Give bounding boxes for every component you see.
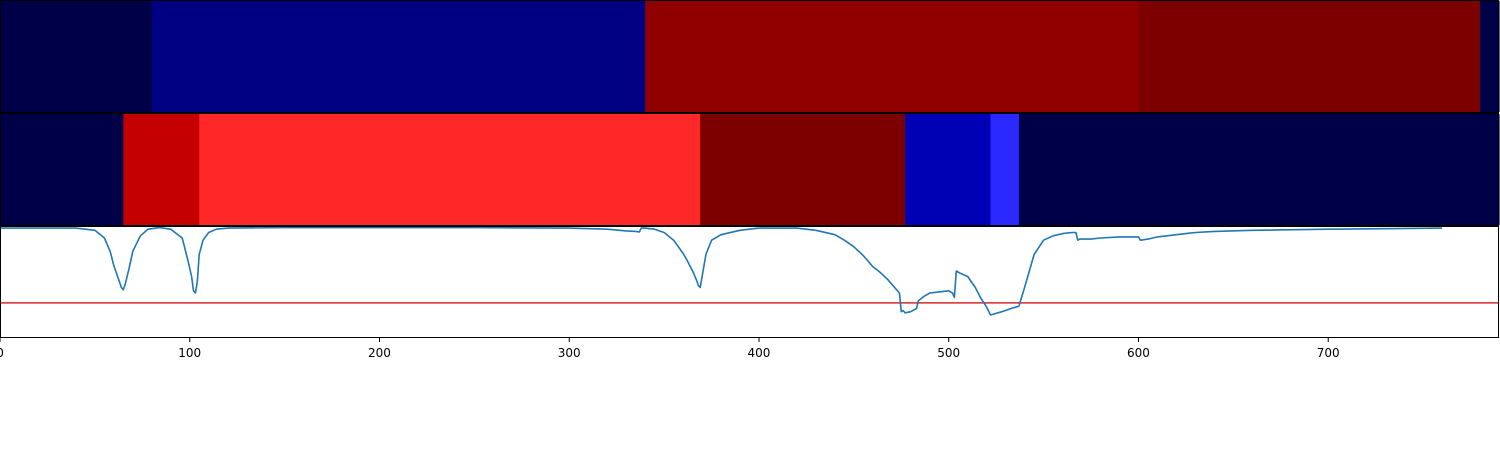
heatmap-row-1: [0, 1, 1500, 112]
x-axis: 0 100 200 300 400 500 600 700: [0, 338, 1340, 360]
line-panel-background: [0, 226, 1499, 338]
heatmap-row-1-segment-4: [1138, 1, 1481, 112]
heatmap-row-2-segment-4: [700, 114, 906, 225]
heatmap-row-2-segment-3: [199, 114, 701, 225]
x-tick-label-400: 400: [748, 346, 771, 360]
x-tick-label-200: 200: [368, 346, 391, 360]
x-tick-label-100: 100: [178, 346, 201, 360]
heatmap-row-2-frame: [0, 113, 1499, 226]
heatmap-row-2-segment-1: [0, 114, 124, 225]
heatmap-row-1-frame: [0, 0, 1499, 113]
x-tick-label-0: 0: [0, 346, 4, 360]
heatmap-row-1-segment-2: [151, 1, 646, 112]
series-line: [0, 226, 1443, 316]
line-panel: [0, 226, 1499, 338]
heatmap-row-2-segment-5: [905, 114, 992, 225]
heatmap-row-1-segment-3: [645, 1, 1140, 112]
heatmap-row-2-segment-2: [123, 114, 200, 225]
heatmap-row-2-segment-7: [1018, 114, 1500, 225]
heatmap-row-1-segment-1: [0, 1, 153, 112]
x-tick-label-500: 500: [937, 346, 960, 360]
x-tick-label-700: 700: [1317, 346, 1340, 360]
panel-frames: [0, 0, 1499, 338]
x-tick-label-600: 600: [1127, 346, 1150, 360]
heatmap-row-2-segment-6: [990, 114, 1020, 225]
line-panel-frame: [0, 226, 1499, 338]
x-tick-label-300: 300: [558, 346, 581, 360]
heatmap-row-2: [0, 114, 1500, 225]
heatmap-row-1-segment-5: [1480, 1, 1500, 112]
